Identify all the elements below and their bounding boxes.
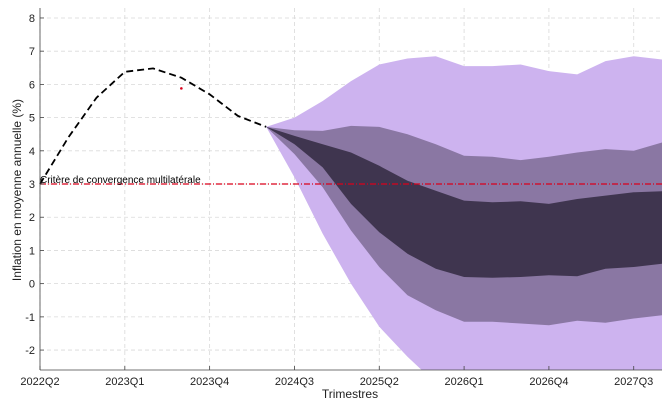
x-tick-label: 2023Q1 [105, 376, 144, 388]
x-tick-label: 2024Q3 [275, 376, 314, 388]
y-tick-label: 0 [29, 279, 35, 291]
x-tick-label: 2027Q3 [614, 376, 653, 388]
y-tick-label: 6 [29, 79, 35, 91]
x-tick-label: 2026Q1 [445, 376, 484, 388]
threshold-annotation: Critère de convergence multilatérale [40, 175, 201, 186]
y-axis-label: Inflation en moyenne annuelle (%) [10, 99, 24, 281]
y-tick-label: -1 [25, 312, 35, 324]
x-tick-label: 2025Q2 [360, 376, 399, 388]
fan-band-inner [266, 126, 662, 278]
series-lines [39, 67, 662, 185]
x-tick-label: 2022Q2 [20, 376, 59, 388]
y-tick-label: 3 [29, 179, 35, 191]
fan-bands [266, 56, 662, 370]
y-tick-label: 7 [29, 46, 35, 58]
y-tick-label: 2 [29, 212, 35, 224]
y-tick-label: 4 [29, 146, 35, 158]
y-tick-label: 5 [29, 113, 35, 125]
y-tick-label: 8 [29, 13, 35, 25]
axes: -2 -1 0 1 2 3 4 5 6 7 8 2022Q2 2023Q1 2023Q4 2024Q3 202… [20, 8, 662, 388]
y-tick-label: -2 [25, 345, 35, 357]
historical-inflation-line [39, 67, 267, 185]
x-tick-label: 2023Q4 [190, 376, 229, 388]
x-tick-label: 2026Q4 [529, 376, 568, 388]
x-axis-label: Trimestres [322, 387, 378, 400]
y-tick-label: 1 [29, 245, 35, 257]
outlier-point [180, 87, 183, 90]
